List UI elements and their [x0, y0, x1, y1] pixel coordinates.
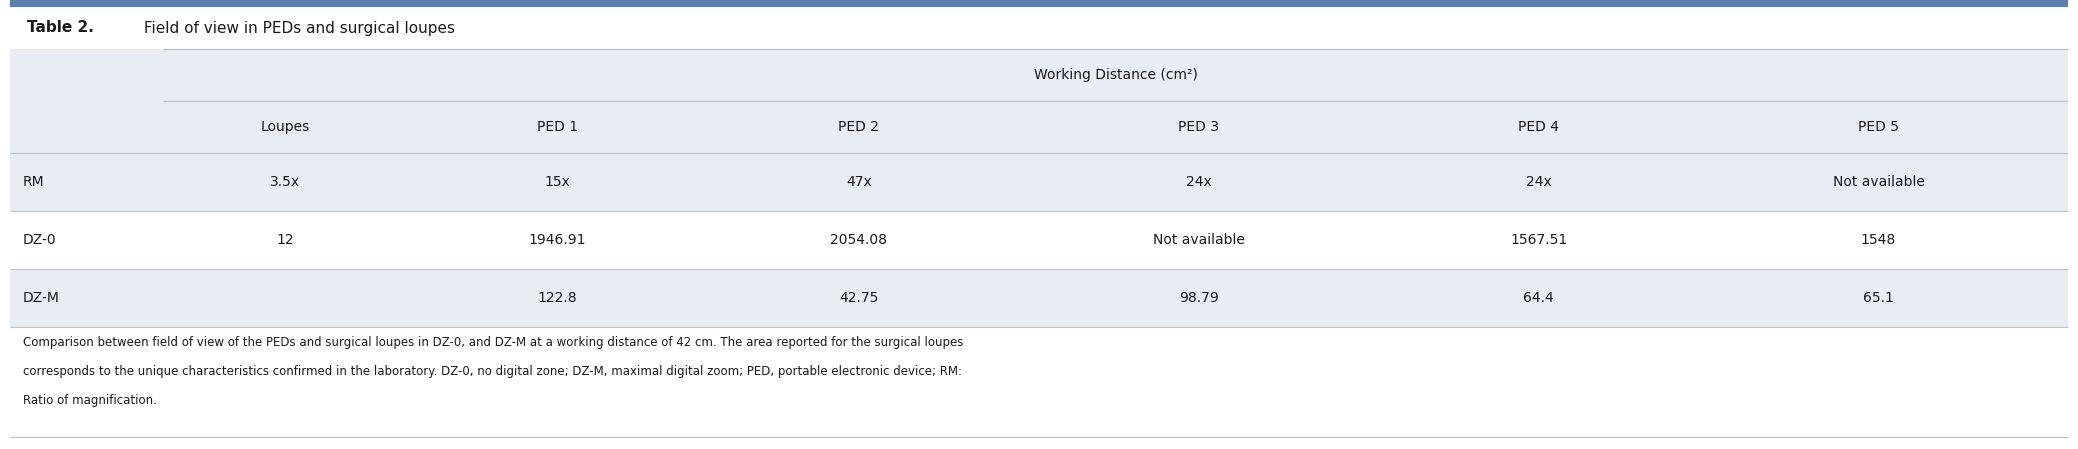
- Bar: [10, 0, 2068, 7]
- Text: Loupes: Loupes: [260, 120, 310, 134]
- Text: 24x: 24x: [1525, 175, 1552, 189]
- Text: 47x: 47x: [846, 175, 873, 189]
- Text: Table 2.: Table 2.: [27, 21, 94, 35]
- Text: 122.8: 122.8: [538, 291, 578, 305]
- Text: 3.5x: 3.5x: [270, 175, 299, 189]
- Bar: [10, 211, 2068, 269]
- Text: 1548: 1548: [1862, 233, 1895, 247]
- Bar: [10, 269, 2068, 327]
- Text: 12: 12: [276, 233, 293, 247]
- Text: RM: RM: [23, 175, 44, 189]
- Text: corresponds to the unique characteristics confirmed in the laboratory. DZ-0, no : corresponds to the unique characteristic…: [23, 365, 962, 379]
- Bar: [10, 7, 2068, 49]
- Text: 1567.51: 1567.51: [1511, 233, 1567, 247]
- Text: 65.1: 65.1: [1864, 291, 1893, 305]
- Text: PED 4: PED 4: [1519, 120, 1558, 134]
- Text: 15x: 15x: [544, 175, 569, 189]
- Text: 24x: 24x: [1187, 175, 1211, 189]
- Text: Field of view in PEDs and surgical loupes: Field of view in PEDs and surgical loupe…: [139, 21, 455, 35]
- Text: DZ-M: DZ-M: [23, 291, 60, 305]
- Bar: [10, 327, 2068, 437]
- Text: 1946.91: 1946.91: [528, 233, 586, 247]
- Text: Comparison between field of view of the PEDs and surgical loupes in DZ-0, and DZ: Comparison between field of view of the …: [23, 336, 964, 349]
- Text: 2054.08: 2054.08: [831, 233, 887, 247]
- Bar: [10, 153, 2068, 211]
- Text: PED 1: PED 1: [536, 120, 578, 134]
- Text: Not available: Not available: [1153, 233, 1245, 247]
- Bar: [10, 101, 2068, 153]
- Text: PED 2: PED 2: [837, 120, 879, 134]
- Bar: [10, 49, 2068, 101]
- Text: PED 3: PED 3: [1178, 120, 1220, 134]
- Text: DZ-0: DZ-0: [23, 233, 56, 247]
- Text: 64.4: 64.4: [1523, 291, 1554, 305]
- Text: Working Distance (cm²): Working Distance (cm²): [1033, 68, 1197, 82]
- Text: 42.75: 42.75: [840, 291, 879, 305]
- Text: PED 5: PED 5: [1858, 120, 1899, 134]
- Text: 98.79: 98.79: [1178, 291, 1218, 305]
- Text: Not available: Not available: [1833, 175, 1924, 189]
- Text: Ratio of magnification.: Ratio of magnification.: [23, 394, 156, 407]
